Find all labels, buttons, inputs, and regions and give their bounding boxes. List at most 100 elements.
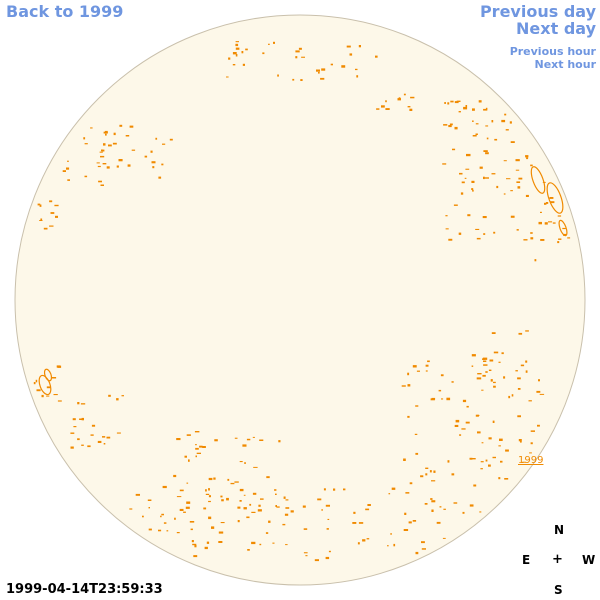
region-contour bbox=[407, 384, 411, 387]
region-contour bbox=[492, 420, 495, 423]
region-contour bbox=[518, 177, 523, 180]
next-day-link[interactable]: Next day bbox=[516, 19, 596, 38]
region-contour bbox=[302, 505, 306, 508]
region-contour bbox=[97, 165, 101, 168]
region-contour bbox=[451, 473, 455, 476]
region-contour bbox=[102, 163, 107, 165]
region-contour bbox=[387, 545, 389, 547]
region-contour bbox=[441, 398, 444, 400]
region-contour bbox=[162, 485, 167, 489]
region-contour bbox=[189, 521, 195, 523]
compass-south: S bbox=[554, 583, 563, 597]
region-contour bbox=[208, 495, 211, 498]
region-contour bbox=[451, 381, 454, 383]
region-contour bbox=[508, 395, 511, 399]
region-contour bbox=[376, 108, 380, 110]
region-contour bbox=[503, 193, 506, 195]
region-contour bbox=[516, 181, 521, 183]
region-contour bbox=[330, 63, 333, 66]
region-contour bbox=[185, 506, 190, 509]
region-contour bbox=[567, 237, 571, 239]
region-contour bbox=[517, 388, 521, 390]
region-contour-large bbox=[38, 374, 52, 396]
region-contour bbox=[403, 93, 406, 96]
region-contour bbox=[491, 173, 496, 175]
region-contour bbox=[100, 184, 104, 186]
region-contour bbox=[385, 108, 390, 110]
region-contour bbox=[249, 503, 252, 506]
region-contour bbox=[425, 473, 428, 476]
active-region-label[interactable]: 1999 bbox=[518, 455, 544, 466]
region-contour bbox=[404, 512, 407, 515]
region-contour bbox=[549, 197, 554, 199]
region-contour bbox=[481, 442, 484, 444]
region-contour bbox=[443, 508, 446, 510]
region-contour bbox=[226, 497, 229, 501]
region-contour bbox=[460, 192, 464, 195]
region-contour bbox=[493, 351, 499, 354]
region-contour bbox=[274, 489, 277, 491]
region-contour bbox=[221, 499, 224, 502]
region-contour bbox=[530, 430, 535, 432]
region-contour bbox=[453, 502, 458, 504]
compass-west: W bbox=[582, 553, 596, 567]
region-contour bbox=[472, 120, 474, 122]
region-contour bbox=[538, 379, 540, 382]
region-contour bbox=[431, 500, 436, 503]
region-contour bbox=[99, 151, 103, 153]
back-to-year-link[interactable]: Back to 1999 bbox=[6, 2, 124, 21]
region-contour bbox=[412, 365, 417, 368]
region-contour bbox=[503, 160, 507, 162]
next-hour-link[interactable]: Next hour bbox=[534, 58, 597, 71]
region-contour bbox=[118, 159, 123, 162]
region-contour bbox=[453, 204, 458, 206]
region-contour bbox=[119, 124, 123, 127]
region-contour bbox=[46, 395, 50, 397]
region-contour bbox=[485, 371, 488, 373]
region-contour bbox=[205, 489, 207, 492]
region-contour bbox=[429, 470, 432, 473]
region-contour bbox=[257, 509, 262, 512]
region-contour bbox=[536, 390, 541, 393]
region-contour bbox=[292, 78, 295, 81]
region-contour bbox=[466, 405, 469, 408]
region-contour bbox=[91, 424, 96, 427]
region-contour bbox=[471, 188, 474, 190]
region-contour bbox=[517, 186, 521, 189]
previous-hour-link[interactable]: Previous hour bbox=[509, 45, 596, 58]
region-contour bbox=[375, 55, 378, 58]
region-contour bbox=[247, 549, 250, 551]
region-contour bbox=[147, 499, 152, 501]
region-contour bbox=[67, 160, 69, 162]
region-contour bbox=[241, 51, 244, 54]
region-contour bbox=[316, 69, 320, 72]
region-contour bbox=[208, 516, 212, 520]
region-contour bbox=[196, 452, 201, 454]
region-contour bbox=[353, 511, 356, 514]
region-contour bbox=[218, 531, 224, 534]
previous-day-link[interactable]: Previous day bbox=[479, 2, 596, 21]
region-contour bbox=[472, 189, 474, 192]
region-contour bbox=[186, 482, 189, 484]
region-contour bbox=[511, 394, 514, 397]
region-contour bbox=[106, 166, 110, 169]
region-contour bbox=[483, 176, 485, 180]
region-contour bbox=[50, 212, 55, 214]
region-contour bbox=[163, 522, 167, 524]
region-contour bbox=[41, 394, 44, 398]
region-contour bbox=[438, 389, 442, 392]
region-contour bbox=[298, 47, 302, 50]
region-contour bbox=[239, 461, 243, 463]
region-contour-large bbox=[43, 368, 53, 382]
region-contour bbox=[295, 50, 300, 53]
region-contour bbox=[499, 438, 503, 441]
region-contour bbox=[195, 444, 197, 446]
region-contour bbox=[469, 504, 474, 507]
region-contour bbox=[285, 544, 288, 546]
region-contour bbox=[505, 129, 509, 131]
region-contour bbox=[381, 105, 385, 108]
region-contour bbox=[243, 494, 246, 496]
region-contour bbox=[456, 100, 461, 102]
region-contour bbox=[303, 552, 308, 554]
region-contour bbox=[239, 500, 242, 502]
